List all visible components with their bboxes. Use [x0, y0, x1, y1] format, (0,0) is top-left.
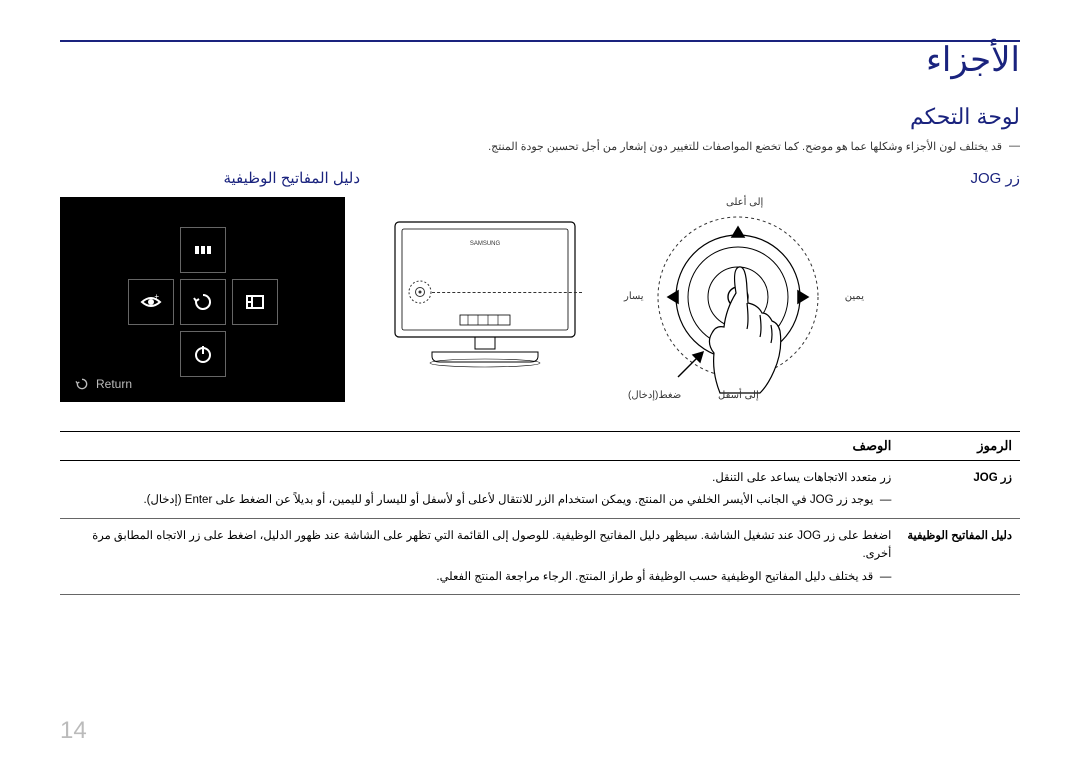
table-row: زر JOG زر متعدد الاتجاهات يساعد على التن…	[60, 461, 1020, 519]
svg-text:+: +	[154, 292, 159, 301]
return-icon	[180, 279, 226, 325]
row-desc: اضغط على زر JOG عند تشغيل الشاشة. سيظهر …	[60, 518, 899, 594]
grid-empty	[232, 227, 278, 273]
dir-right: يمين	[845, 291, 864, 302]
jog-illustration: SAMSUNG	[390, 197, 1020, 407]
intro-note: قد يختلف لون الأجزاء وشكلها عما هو موضح.…	[60, 140, 1020, 153]
row-note: يوجد زر JOG في الجانب الأيسر الخلفي من ا…	[68, 491, 891, 509]
jog-column: زر JOG SAMSUNG	[390, 169, 1020, 407]
row-note: قد يختلف دليل المفاتيح الوظيفية حسب الوظ…	[68, 568, 891, 586]
section-title: لوحة التحكم	[60, 104, 1020, 130]
row-desc: زر متعدد الاتجاهات يساعد على التنقل. يوج…	[60, 461, 899, 519]
page-number: 14	[60, 717, 87, 745]
jog-title: زر JOG	[390, 169, 1020, 187]
description-table: الرموز الوصف زر JOG زر متعدد الاتجاهات ي…	[60, 431, 1020, 595]
row-symbol: زر JOG	[899, 461, 1020, 519]
grid-empty	[128, 331, 174, 377]
guide-title: دليل المفاتيح الوظيفية	[60, 169, 360, 187]
dir-down: إلى أسفل	[718, 390, 759, 401]
chapter-title: الأجزاء	[60, 40, 1020, 80]
return-label: Return	[74, 376, 132, 392]
dir-press: ضغط(إدخال)	[628, 390, 681, 401]
th-desc: الوصف	[60, 432, 899, 461]
menu-icon	[180, 227, 226, 273]
table-row: دليل المفاتيح الوظيفية اضغط على زر JOG ع…	[60, 518, 1020, 594]
monitor-back-diagram: SAMSUNG	[390, 217, 580, 387]
pip-icon	[232, 279, 278, 325]
th-symbols: الرموز	[899, 432, 1020, 461]
icon-grid: +	[128, 227, 278, 377]
eye-saver-icon: +	[128, 279, 174, 325]
row-desc-text: زر متعدد الاتجاهات يساعد على التنقل.	[712, 472, 891, 484]
jog-closeup: إلى أعلى يسار يمين إلى أسفل ضغط(إدخال)	[608, 197, 868, 407]
grid-empty	[128, 227, 174, 273]
row-symbol: دليل المفاتيح الوظيفية	[899, 518, 1020, 594]
dir-left: يسار	[624, 291, 644, 302]
power-icon	[180, 331, 226, 377]
dashed-connector	[432, 292, 582, 293]
brand-text: SAMSUNG	[470, 241, 501, 247]
return-text: Return	[96, 377, 132, 391]
function-key-guide-panel: + Return	[60, 197, 345, 402]
dir-up: إلى أعلى	[726, 197, 763, 208]
page-content: الأجزاء لوحة التحكم قد يختلف لون الأجزاء…	[60, 40, 1020, 743]
row-desc-text: اضغط على زر JOG عند تشغيل الشاشة. سيظهر …	[92, 530, 891, 560]
illustration-row: دليل المفاتيح الوظيفية +	[60, 169, 1020, 407]
grid-empty	[232, 331, 278, 377]
guide-column: دليل المفاتيح الوظيفية +	[60, 169, 360, 402]
